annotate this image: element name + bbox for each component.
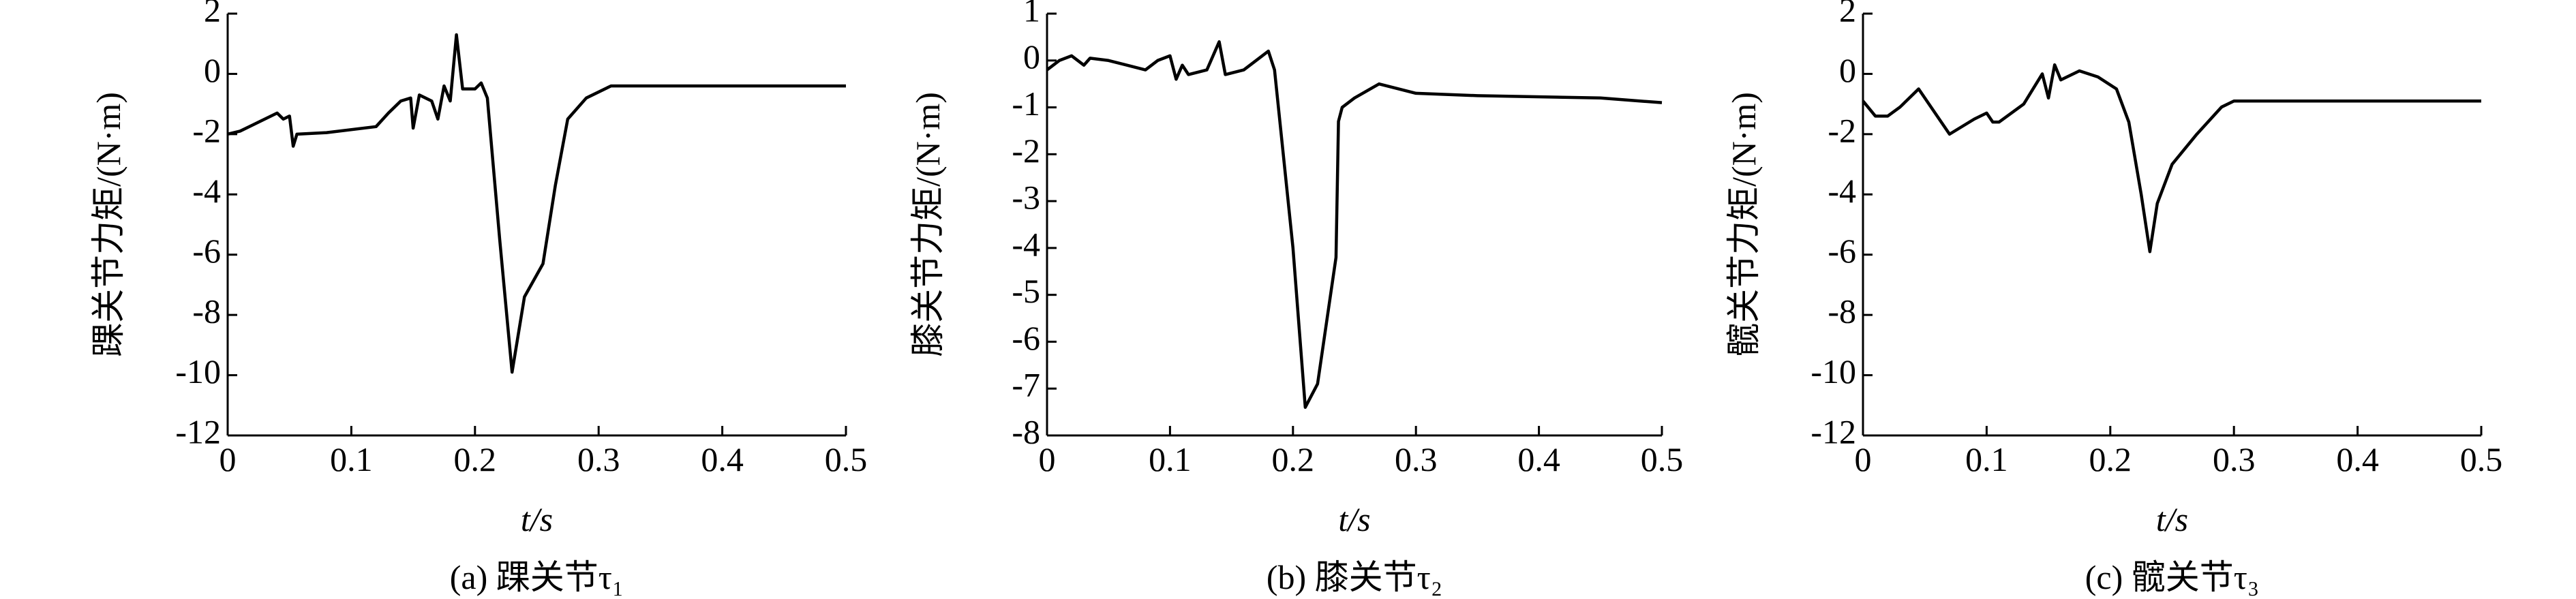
y-tick-label: 2 [1839, 0, 1856, 29]
y-tick-label: -2 [1012, 132, 1040, 170]
x-tick-label: 0.5 [2460, 440, 2503, 478]
y-tick-label: 2 [204, 0, 221, 29]
data-line [227, 33, 846, 374]
y-tick-label: -7 [1012, 366, 1040, 404]
y-tick-label: -5 [1012, 272, 1040, 310]
y-tick-label: -10 [1810, 352, 1856, 390]
x-tick-label: 0.1 [1965, 440, 2008, 478]
y-tick-label: -6 [1828, 232, 1856, 270]
x-tick-label: 0.4 [701, 440, 744, 478]
x-tick-label: 0.4 [2336, 440, 2379, 478]
y-tick-label: -8 [192, 292, 221, 331]
y-tick-label: 1 [1023, 0, 1040, 29]
x-tick-label: 0 [219, 440, 237, 478]
caption: (a) 踝关节τ₁ [450, 558, 624, 596]
x-tick-label: 0.2 [454, 440, 497, 478]
y-tick-label: -12 [1810, 412, 1856, 450]
y-tick-label: -6 [1012, 319, 1040, 357]
caption: (c) 髋关节τ₃ [2085, 558, 2260, 596]
x-axis-label: t/s [2156, 500, 2188, 538]
x-tick-label: 0.2 [2089, 440, 2132, 478]
y-tick-label: -10 [175, 352, 221, 390]
x-tick-label: 0 [1039, 440, 1056, 478]
y-axis-label: 膝关节力矩/(N·m) [909, 92, 947, 357]
y-tick-label: -12 [175, 412, 221, 450]
x-tick-label: 0 [1855, 440, 1872, 478]
x-axis-label: t/s [1338, 500, 1370, 538]
y-tick-label: -3 [1012, 179, 1040, 217]
caption: (b) 膝关节τ₂ [1267, 558, 1442, 596]
y-tick-label: 0 [1023, 37, 1040, 76]
y-axis-label: 踝关节力矩/(N·m) [89, 92, 127, 357]
y-tick-label: -8 [1828, 292, 1856, 331]
data-line [1862, 63, 2481, 254]
x-tick-label: 0.2 [1272, 440, 1315, 478]
x-tick-label: 0.1 [330, 440, 373, 478]
x-tick-label: 0.4 [1517, 440, 1560, 478]
y-tick-label: -2 [192, 111, 221, 149]
x-axis-label: t/s [521, 500, 553, 538]
y-tick-label: -6 [192, 232, 221, 270]
y-tick-label: 0 [1839, 51, 1856, 89]
x-tick-label: 0.3 [577, 440, 620, 478]
x-tick-label: 0.5 [1641, 440, 1684, 478]
y-tick-label: -4 [1828, 172, 1856, 210]
x-tick-label: 0.3 [1395, 440, 1438, 478]
y-tick-label: -4 [1012, 225, 1040, 263]
y-tick-label: -1 [1012, 85, 1040, 123]
y-tick-label: -4 [192, 172, 221, 210]
y-tick-label: -2 [1828, 111, 1856, 149]
data-line [1046, 40, 1663, 409]
x-tick-label: 0.3 [2213, 440, 2256, 478]
y-tick-label: -8 [1012, 412, 1040, 450]
x-tick-label: 0.1 [1149, 440, 1192, 478]
x-tick-label: 0.5 [825, 440, 868, 478]
y-tick-label: 0 [204, 51, 221, 89]
y-axis-label: 髋关节力矩/(N·m) [1725, 92, 1763, 357]
